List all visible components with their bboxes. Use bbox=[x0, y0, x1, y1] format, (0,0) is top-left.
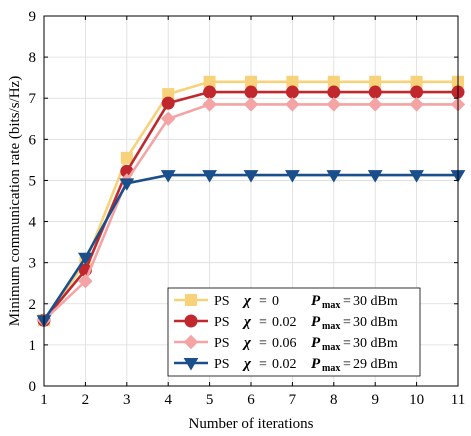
legend-chi-value: 0.06 bbox=[272, 336, 297, 351]
legend-chi-symbol: χ bbox=[242, 293, 252, 309]
legend-pmax-value: 30 dBm bbox=[353, 294, 398, 309]
legend-pmax-symbol: P bbox=[311, 356, 321, 372]
series-3 bbox=[36, 97, 466, 328]
y-tick-label: 9 bbox=[29, 9, 37, 25]
x-tick-label: 8 bbox=[330, 392, 338, 408]
y-tick-label: 0 bbox=[29, 379, 37, 395]
legend-pmax-symbol: P bbox=[311, 335, 321, 351]
legend-pmax-symbol: P bbox=[311, 314, 321, 330]
legend-chi-equals: = bbox=[259, 294, 267, 309]
legend-pmax-subscript: max bbox=[322, 363, 340, 374]
x-tick-label: 2 bbox=[82, 392, 90, 408]
series-3-point bbox=[367, 97, 383, 112]
y-tick-label: 1 bbox=[29, 338, 37, 354]
series-4-point bbox=[285, 170, 300, 183]
legend-mode: PS bbox=[214, 315, 230, 330]
series-4-point bbox=[78, 252, 93, 266]
legend-pmax-equals: = bbox=[343, 315, 351, 330]
legend-marker bbox=[185, 294, 197, 306]
x-tick-label: 3 bbox=[123, 392, 131, 408]
legend-pmax-symbol: P bbox=[311, 293, 321, 309]
series-2-point bbox=[161, 96, 175, 110]
series-3-point bbox=[160, 111, 176, 126]
series-3-point bbox=[243, 97, 259, 112]
legend-pmax-equals: = bbox=[343, 294, 351, 309]
series-3-point bbox=[326, 97, 342, 112]
x-tick-label: 11 bbox=[451, 392, 465, 408]
series-4-point bbox=[119, 178, 135, 191]
series-4-point bbox=[409, 170, 424, 183]
legend-box bbox=[167, 287, 421, 377]
series-3-point bbox=[78, 273, 93, 289]
series-2-point bbox=[327, 85, 341, 99]
x-tick-label: 4 bbox=[164, 392, 172, 408]
legend-pmax-value: 30 dBm bbox=[353, 336, 398, 351]
x-tick-label: 7 bbox=[289, 392, 297, 408]
x-tick-label: 9 bbox=[371, 392, 379, 408]
legend-chi-value: 0.02 bbox=[272, 357, 297, 372]
legend-marker bbox=[183, 334, 199, 350]
legend-chi-symbol: χ bbox=[242, 335, 252, 351]
legend-chi-value: 0 bbox=[272, 294, 279, 309]
series-1-point bbox=[120, 151, 133, 164]
series-4-point bbox=[202, 170, 217, 183]
series-2-point bbox=[368, 85, 382, 99]
series-2-point bbox=[410, 85, 424, 99]
x-tick-label: 10 bbox=[409, 392, 424, 408]
x-axis-label: Number of iterations bbox=[189, 416, 314, 432]
series-2-point bbox=[244, 85, 258, 99]
legend-pmax-value: 30 dBm bbox=[353, 315, 398, 330]
series-2-point bbox=[203, 85, 217, 99]
legend-pmax-subscript: max bbox=[322, 342, 340, 353]
series-4-point bbox=[367, 170, 383, 183]
y-tick-label: 4 bbox=[29, 215, 37, 231]
legend-marker bbox=[184, 314, 198, 328]
legend-pmax-subscript: max bbox=[322, 321, 340, 332]
y-tick-label: 7 bbox=[29, 91, 37, 107]
y-axis-label: Minimum communication rate (bits/s/Hz) bbox=[7, 76, 23, 326]
legend-mode: PS bbox=[214, 357, 230, 372]
legend-pmax-equals: = bbox=[343, 336, 351, 351]
series-2-point bbox=[285, 85, 299, 99]
series-3-point bbox=[285, 97, 300, 112]
legend-pmax-value: 29 dBm bbox=[353, 357, 398, 372]
series-4 bbox=[36, 170, 466, 328]
legend-chi-equals: = bbox=[259, 357, 267, 372]
legend-pmax-equals: = bbox=[343, 357, 351, 372]
legend-chi-equals: = bbox=[259, 336, 267, 351]
x-tick-label: 1 bbox=[40, 392, 48, 408]
series-3-point bbox=[409, 97, 424, 112]
legend-chi-symbol: χ bbox=[242, 314, 252, 330]
series-3-point bbox=[202, 97, 217, 112]
series-4-point bbox=[160, 170, 176, 183]
x-tick-label: 6 bbox=[247, 392, 255, 408]
legend-pmax-subscript: max bbox=[322, 300, 340, 311]
legend-chi-equals: = bbox=[259, 315, 267, 330]
y-tick-label: 5 bbox=[29, 173, 37, 189]
series-4-point bbox=[243, 170, 259, 183]
y-tick-label: 8 bbox=[29, 50, 37, 66]
legend-mode: PS bbox=[214, 294, 230, 309]
legend-marker bbox=[183, 358, 199, 371]
legend-chi-value: 0.02 bbox=[272, 315, 297, 330]
y-tick-label: 3 bbox=[29, 256, 37, 272]
legend-mode: PS bbox=[214, 336, 230, 351]
y-tick-label: 6 bbox=[29, 132, 37, 148]
series-4-point bbox=[326, 170, 342, 183]
y-tick-label: 2 bbox=[29, 297, 37, 313]
legend-chi-symbol: χ bbox=[242, 356, 252, 372]
x-tick-label: 5 bbox=[206, 392, 214, 408]
